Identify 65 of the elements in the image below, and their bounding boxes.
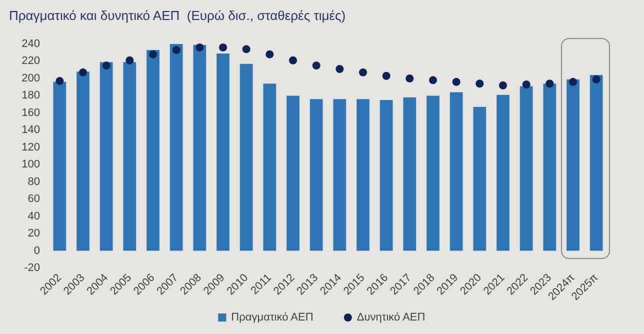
y-tick-label: 80 (28, 176, 40, 188)
bar (543, 84, 556, 251)
bar (356, 99, 370, 251)
y-tick-label: 180 (22, 90, 40, 102)
y-tick-label: 240 (22, 38, 40, 50)
y-tick-label: 0 (34, 244, 40, 257)
y-tick-label: 200 (22, 72, 40, 84)
bar (216, 53, 230, 251)
bar (123, 62, 136, 251)
point (266, 50, 274, 58)
y-tick-label: 40 (28, 210, 40, 222)
y-tick-label: 160 (22, 106, 40, 119)
point (336, 64, 344, 73)
y-tick-label: 20 (28, 228, 40, 240)
point (499, 81, 507, 90)
point (196, 43, 204, 52)
point (592, 75, 600, 84)
bar (450, 92, 463, 251)
bar (310, 99, 323, 251)
point (149, 50, 157, 58)
point (172, 46, 180, 54)
bar (146, 50, 160, 251)
y-tick-label: 220 (22, 55, 40, 68)
point (289, 56, 297, 64)
y-tick-label: 140 (22, 124, 40, 136)
bar (333, 99, 346, 251)
point (476, 80, 484, 88)
point (312, 62, 320, 70)
point (79, 68, 87, 76)
bar (496, 94, 510, 251)
point (102, 62, 110, 70)
point (359, 68, 367, 76)
bar (286, 96, 300, 251)
point (406, 74, 414, 82)
point (56, 77, 64, 86)
bar (380, 100, 393, 251)
bar (426, 96, 440, 251)
point (126, 56, 134, 64)
bar (240, 64, 253, 251)
bar (100, 62, 113, 251)
bar (590, 75, 603, 251)
point (429, 76, 437, 84)
legend-label: Δυνητικό ΑΕΠ (356, 312, 426, 324)
legend-label: Πραγματικό ΑΕΠ (231, 312, 314, 324)
chart-title: Πραγματικό και δυνητικό ΑΕΠ (Ευρώ δισ., σταθερές τιμές) (9, 8, 346, 23)
bar (403, 97, 416, 251)
point (452, 78, 460, 86)
bar (76, 72, 90, 251)
point (242, 45, 250, 54)
y-tick-label: 120 (22, 141, 40, 154)
bar (473, 106, 486, 251)
point (219, 43, 227, 52)
bar (263, 84, 276, 251)
point (569, 78, 577, 86)
y-tick-label: -20 (24, 262, 40, 274)
bar (53, 82, 66, 251)
y-tick-label: 60 (28, 193, 40, 206)
point (546, 80, 554, 88)
bar (566, 79, 580, 251)
bar (520, 86, 533, 251)
bar (170, 44, 183, 251)
point (382, 72, 390, 80)
point (522, 80, 530, 88)
bar (193, 44, 206, 251)
y-tick-label: 100 (22, 158, 40, 171)
